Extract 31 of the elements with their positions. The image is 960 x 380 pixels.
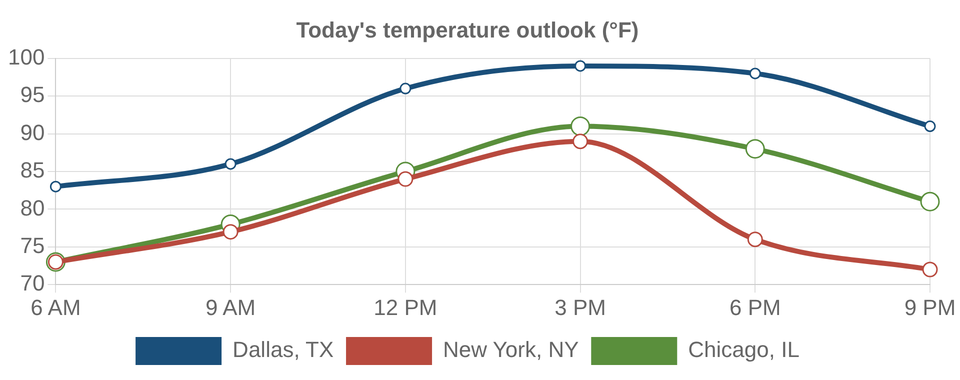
- point: [922, 262, 938, 278]
- y-tick-label: 70: [20, 270, 45, 296]
- y-tick-label: 90: [20, 120, 45, 145]
- point: [920, 192, 940, 212]
- y-tick-label: 75: [20, 232, 45, 258]
- x-tick-label: 9 PM: [904, 294, 956, 320]
- point: [222, 224, 238, 240]
- y-tick-label: 100: [8, 44, 45, 70]
- x-tick-label: 6 PM: [729, 294, 781, 320]
- y-tick-label: 95: [20, 82, 45, 108]
- point: [574, 60, 586, 72]
- point: [570, 116, 590, 136]
- legend-label: Dallas, TX: [232, 337, 334, 362]
- point: [572, 134, 588, 150]
- x-tick-label: 3 PM: [554, 294, 606, 320]
- point: [224, 158, 236, 170]
- point: [749, 68, 761, 80]
- point: [924, 120, 936, 132]
- y-tick-label: 85: [20, 158, 45, 183]
- x-tick-label: 6 AM: [30, 294, 81, 320]
- y-tick-label: 80: [20, 195, 45, 220]
- legend-label: New York, NY: [443, 337, 580, 362]
- point: [747, 232, 763, 248]
- point: [398, 171, 414, 187]
- point: [50, 180, 62, 192]
- legend-label: Chicago, IL: [688, 337, 800, 362]
- x-tick-label: 9 AM: [205, 294, 256, 320]
- x-tick-label: 12 PM: [374, 294, 438, 320]
- chart-title: Today's temperature outlook (°F): [296, 17, 639, 42]
- point: [745, 139, 765, 159]
- point: [400, 82, 412, 94]
